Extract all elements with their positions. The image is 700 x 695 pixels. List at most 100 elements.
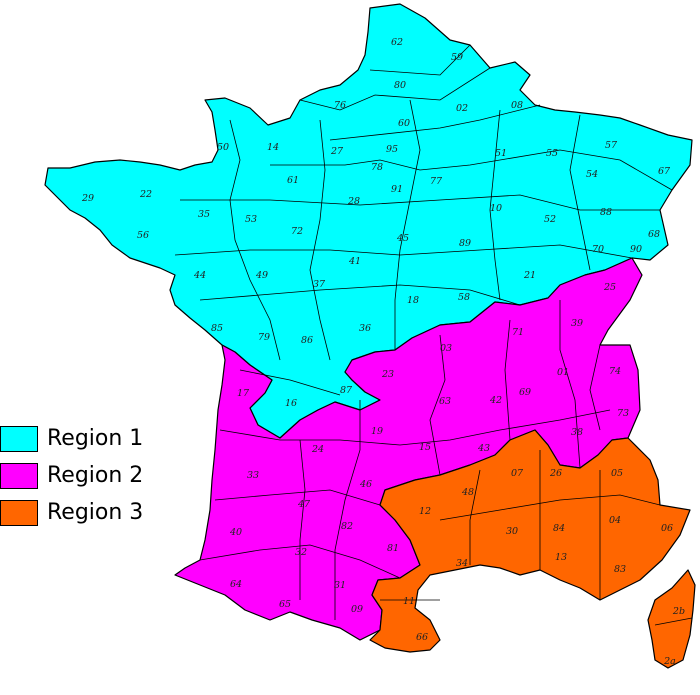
legend-item-region-2: Region 2 (0, 457, 143, 494)
dept-label-81: 81 (387, 543, 399, 554)
dept-label-51: 51 (495, 148, 507, 159)
legend-label-region-3: Region 3 (47, 500, 144, 525)
dept-label-06: 06 (661, 523, 673, 534)
legend-swatch-region-1 (0, 425, 38, 452)
corsica-area (647, 569, 696, 669)
dept-label-34: 34 (456, 558, 468, 569)
dept-label-45: 45 (396, 233, 409, 244)
dept-label-29: 29 (81, 193, 94, 204)
dept-label-63: 63 (439, 396, 451, 407)
dept-label-03: 03 (440, 343, 452, 354)
dept-label-56: 56 (137, 230, 149, 241)
dept-label-32: 32 (295, 547, 307, 558)
dept-label-42: 42 (489, 395, 502, 406)
dept-label-40: 40 (229, 527, 242, 538)
dept-label-82: 82 (341, 521, 353, 532)
dept-label-48: 48 (461, 487, 474, 498)
legend-swatch-region-2 (0, 462, 38, 489)
dept-label-05: 05 (611, 468, 623, 479)
dept-label-58: 58 (458, 292, 470, 303)
dept-label-52: 52 (544, 214, 556, 225)
legend-item-region-3: Region 3 (0, 494, 143, 531)
dept-label-79: 79 (258, 332, 270, 343)
dept-label-25: 25 (603, 282, 616, 293)
dept-label-18: 18 (407, 295, 419, 306)
dept-label-85: 85 (211, 323, 223, 334)
legend-item-region-1: Region 1 (0, 420, 143, 457)
dept-label-62: 62 (391, 37, 403, 48)
dept-label-64: 64 (230, 579, 242, 590)
dept-label-67: 67 (658, 166, 671, 177)
dept-label-54: 54 (586, 169, 598, 180)
dept-label-37: 37 (313, 279, 326, 290)
dept-label-66: 66 (416, 632, 428, 643)
dept-label-19: 19 (371, 426, 383, 437)
dept-label-47: 47 (297, 499, 311, 510)
legend-label-region-1: Region 1 (47, 426, 144, 451)
dept-label-84: 84 (553, 523, 565, 534)
dept-label-43: 43 (477, 443, 490, 454)
dept-label-65: 65 (279, 599, 291, 610)
dept-label-74: 74 (609, 366, 621, 377)
dept-label-17: 17 (237, 388, 250, 399)
dept-label-69: 69 (519, 387, 531, 398)
dept-label-60: 60 (398, 118, 410, 129)
dept-label-70: 70 (592, 244, 604, 255)
dept-label-88: 88 (600, 207, 612, 218)
dept-label-26: 26 (549, 468, 562, 479)
dept-label-07: 07 (511, 468, 524, 479)
dept-label-95: 95 (386, 144, 398, 155)
dept-label-02: 02 (456, 103, 468, 114)
dept-label-89: 89 (459, 238, 471, 249)
dept-label-50: 50 (217, 142, 229, 153)
dept-label-41: 41 (348, 256, 361, 267)
dept-label-55: 55 (546, 148, 558, 159)
dept-label-53: 53 (245, 214, 257, 225)
dept-label-80: 80 (394, 80, 406, 91)
dept-label-24: 24 (311, 444, 324, 455)
dept-label-87: 87 (340, 385, 353, 396)
dept-label-10: 10 (490, 203, 502, 214)
dept-label-76: 76 (334, 100, 346, 111)
dept-label-16: 16 (285, 398, 297, 409)
dept-label-83: 83 (614, 564, 626, 575)
department-labels: 62 59 80 76 02 08 60 50 14 27 95 78 51 5… (81, 37, 685, 667)
dept-label-01: 01 (557, 367, 569, 378)
legend-label-region-2: Region 2 (47, 463, 144, 488)
dept-label-61: 61 (287, 175, 299, 186)
dept-label-30: 30 (506, 526, 518, 537)
dept-label-78: 78 (371, 162, 383, 173)
dept-label-2a: 2a (663, 656, 676, 667)
dept-label-23: 23 (381, 369, 394, 380)
dept-label-36: 36 (359, 323, 371, 334)
dept-label-91: 91 (391, 184, 403, 195)
dept-label-57: 57 (605, 140, 618, 151)
dept-label-44: 44 (193, 270, 206, 281)
dept-label-46: 46 (359, 479, 372, 490)
dept-label-49: 49 (255, 270, 268, 281)
legend: Region 1 Region 2 Region 3 (0, 420, 143, 531)
dept-label-73: 73 (617, 408, 629, 419)
dept-label-08: 08 (511, 100, 523, 111)
dept-label-13: 13 (555, 552, 567, 563)
dept-label-38: 38 (571, 427, 583, 438)
legend-swatch-region-3 (0, 499, 38, 526)
dept-label-11: 11 (403, 596, 415, 607)
dept-label-35: 35 (198, 209, 210, 220)
dept-label-68: 68 (648, 229, 660, 240)
dept-label-14: 14 (267, 142, 279, 153)
dept-label-31: 31 (334, 580, 346, 591)
dept-label-59: 59 (451, 52, 463, 63)
dept-label-77: 77 (430, 176, 443, 187)
dept-label-04: 04 (609, 515, 621, 526)
dept-label-90: 90 (630, 244, 642, 255)
dept-label-15: 15 (419, 442, 431, 453)
dept-label-72: 72 (291, 226, 303, 237)
dept-label-09: 09 (351, 604, 363, 615)
department-borders (174, 44, 693, 626)
dept-label-71: 71 (512, 327, 524, 338)
dept-label-33: 33 (247, 470, 259, 481)
dept-label-21: 21 (523, 270, 536, 281)
region-3-area (369, 429, 691, 653)
